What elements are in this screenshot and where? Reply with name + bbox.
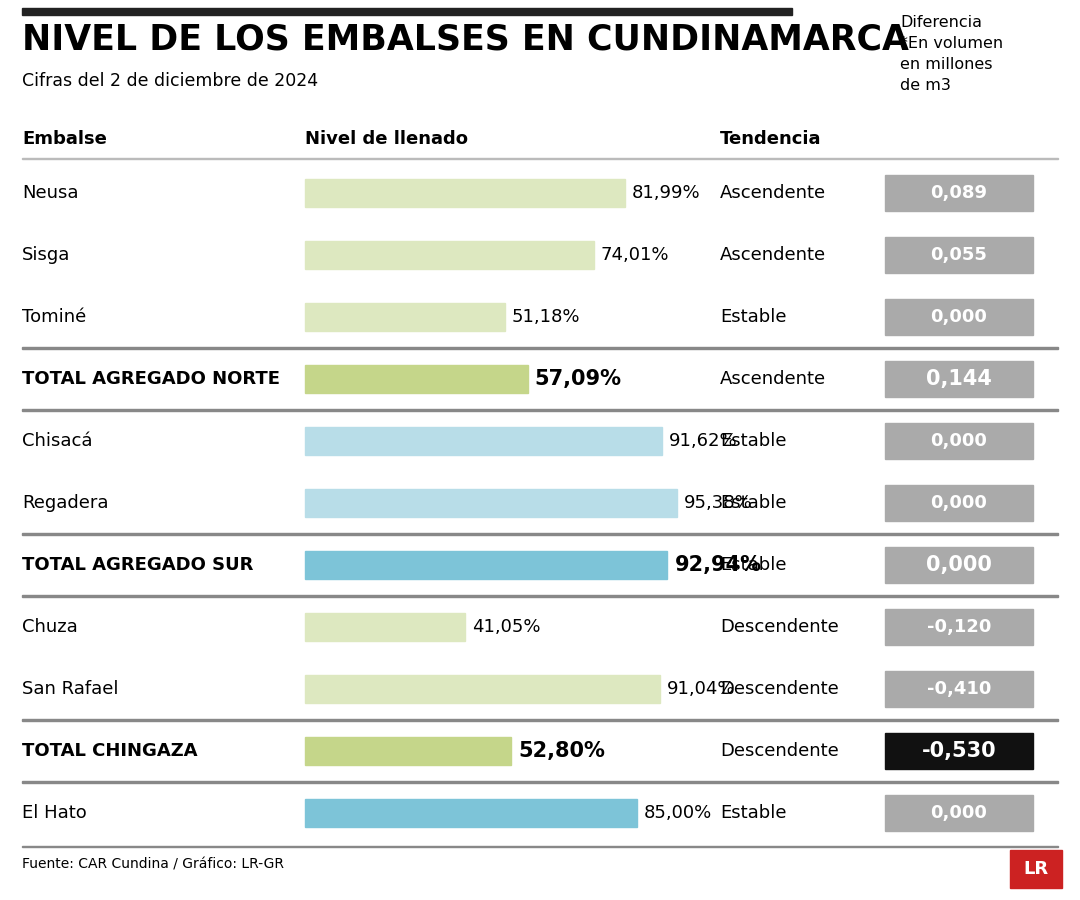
Bar [885,609,1032,645]
Bar [305,241,594,269]
Bar [22,409,1058,410]
Text: -0,410: -0,410 [927,680,991,698]
Text: -0,530: -0,530 [921,741,997,761]
Text: LR: LR [1024,860,1049,878]
Text: 41,05%: 41,05% [472,618,541,636]
Bar [22,781,1058,782]
Text: Chisacá: Chisacá [22,432,93,450]
Bar [305,365,528,393]
Text: 0,055: 0,055 [931,246,987,264]
Text: El Hato: El Hato [22,804,86,822]
Bar [885,671,1032,707]
Text: Descendente: Descendente [720,618,839,636]
Text: 81,99%: 81,99% [632,184,701,202]
Bar [885,237,1032,273]
Bar [885,299,1032,335]
Bar [885,485,1032,521]
Text: 0,000: 0,000 [926,555,991,575]
Bar [1010,850,1062,888]
Bar [305,489,677,517]
Text: 91,04%: 91,04% [667,680,735,698]
Text: Descendente: Descendente [720,742,839,760]
Text: NIVEL DE LOS EMBALSES EN CUNDINAMARCA: NIVEL DE LOS EMBALSES EN CUNDINAMARCA [22,22,909,56]
Text: Tendencia: Tendencia [720,130,822,148]
Text: TOTAL CHINGAZA: TOTAL CHINGAZA [22,742,198,760]
Text: 74,01%: 74,01% [600,246,670,264]
Text: TOTAL AGREGADO NORTE: TOTAL AGREGADO NORTE [22,370,280,388]
Text: Tominé: Tominé [22,308,86,326]
Text: San Rafael: San Rafael [22,680,119,698]
Text: Chuza: Chuza [22,618,78,636]
Text: Descendente: Descendente [720,680,839,698]
Bar [885,361,1032,397]
Bar [305,737,511,765]
Bar [305,551,667,579]
Text: 95,38%: 95,38% [684,494,753,512]
Text: Estable: Estable [720,804,786,822]
Text: 0,000: 0,000 [931,804,987,822]
Text: 0,144: 0,144 [926,369,991,389]
Text: 57,09%: 57,09% [535,369,622,389]
Text: Estable: Estable [720,432,786,450]
Bar [885,733,1032,769]
Bar [22,8,792,15]
Bar [22,719,1058,721]
Bar [22,846,1058,847]
Text: Embalse: Embalse [22,130,107,148]
Bar [305,799,636,827]
Text: 0,000: 0,000 [931,308,987,326]
Text: Fuente: CAR Cundina / Gráfico: LR-GR: Fuente: CAR Cundina / Gráfico: LR-GR [22,858,284,872]
Bar [305,675,660,703]
Text: Estable: Estable [720,494,786,512]
Text: Cifras del 2 de diciembre de 2024: Cifras del 2 de diciembre de 2024 [22,72,319,90]
Bar [22,347,1058,348]
Bar [885,423,1032,459]
Bar [305,613,465,641]
Text: Neusa: Neusa [22,184,79,202]
Bar [885,795,1032,831]
Text: Sisga: Sisga [22,246,70,264]
Text: 0,000: 0,000 [931,432,987,450]
Text: 0,089: 0,089 [931,184,987,202]
Bar [305,303,504,331]
Text: -0,120: -0,120 [927,618,991,636]
Bar [885,547,1032,583]
Bar [305,427,662,455]
Text: 92,94%: 92,94% [675,555,761,575]
Text: 52,80%: 52,80% [518,741,605,761]
Text: 0,000: 0,000 [931,494,987,512]
Text: 85,00%: 85,00% [644,804,712,822]
Text: Diferencia
*En volumen
en millones
de m3: Diferencia *En volumen en millones de m3 [900,15,1003,93]
Text: Nivel de llenado: Nivel de llenado [305,130,468,148]
Bar [885,175,1032,211]
Text: Estable: Estable [720,308,786,326]
Text: Regadera: Regadera [22,494,108,512]
Text: Estable: Estable [720,556,786,574]
Bar [22,158,1058,159]
Text: Ascendente: Ascendente [720,184,826,202]
Text: Ascendente: Ascendente [720,370,826,388]
Bar [22,533,1058,535]
Bar [22,595,1058,597]
Text: 91,62%: 91,62% [670,432,738,450]
Bar [305,179,624,207]
Text: Ascendente: Ascendente [720,246,826,264]
Text: 51,18%: 51,18% [512,308,580,326]
Text: TOTAL AGREGADO SUR: TOTAL AGREGADO SUR [22,556,254,574]
